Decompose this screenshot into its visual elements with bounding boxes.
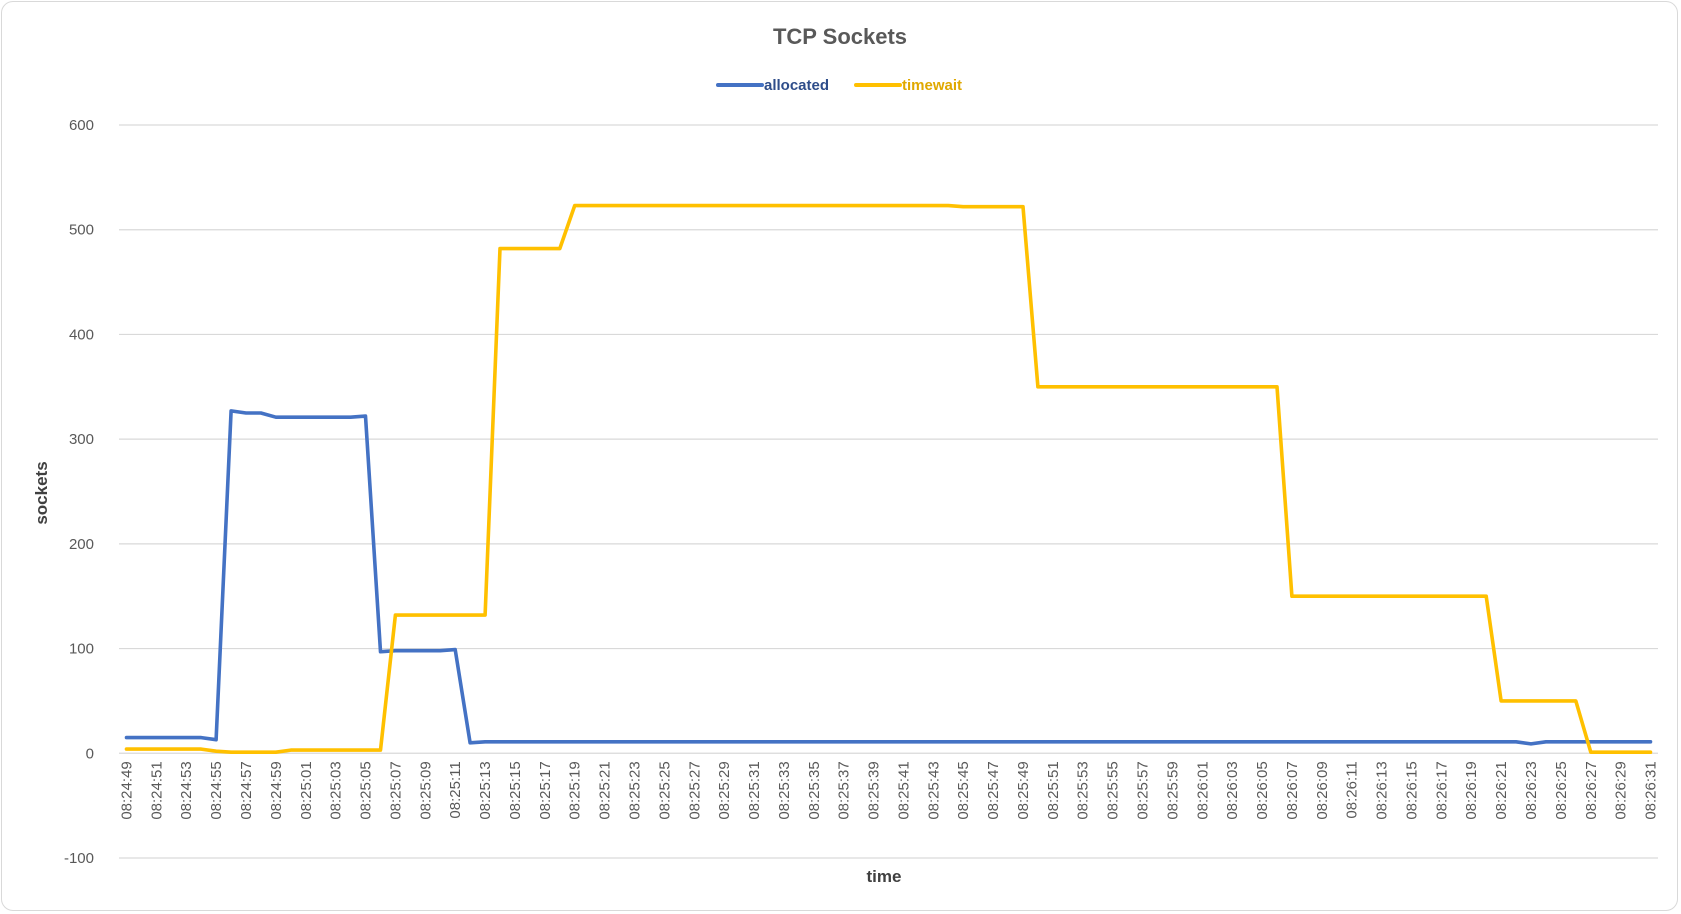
legend-label-timewait: timewait (902, 77, 962, 94)
y-axis-title: sockets (32, 461, 51, 524)
x-tick-label: 08:25:33 (776, 761, 793, 819)
y-axis-ticks: -100 0 100 200 300 400 500 600 (64, 117, 94, 867)
x-tick-label: 08:25:53 (1075, 761, 1092, 819)
y-tick-label: 200 (69, 536, 94, 553)
x-tick-label: 08:25:07 (387, 761, 404, 819)
x-tick-label: 08:25:57 (1135, 761, 1152, 819)
x-tick-label: 08:25:05 (358, 761, 375, 819)
x-tick-label: 08:26:17 (1433, 761, 1450, 819)
x-axis-title: time (867, 867, 902, 886)
x-tick-label: 08:25:35 (806, 761, 823, 819)
x-tick-label: 08:25:03 (328, 761, 345, 819)
x-axis-ticks: 08:24:49 08:24:51 08:24:53 08:24:55 08:24:57… (118, 761, 1659, 819)
legend: allocated timewait (716, 77, 962, 94)
x-tick-label: 08:26:23 (1523, 761, 1540, 819)
x-tick-label: 08:26:25 (1553, 761, 1570, 819)
chart-title: TCP Sockets (773, 24, 907, 49)
x-tick-label: 08:25:37 (836, 761, 853, 819)
x-tick-label: 08:25:47 (985, 761, 1002, 819)
x-tick-label: 08:25:29 (716, 761, 733, 819)
x-tick-label: 08:26:05 (1254, 761, 1271, 819)
x-tick-label: 08:25:27 (686, 761, 703, 819)
x-tick-label: 08:25:17 (537, 761, 554, 819)
x-tick-label: 08:26:07 (1284, 761, 1301, 819)
series-line-allocated (124, 409, 1653, 746)
x-tick-label: 08:24:49 (118, 761, 135, 819)
y-tick-label: 600 (69, 117, 94, 134)
x-tick-label: 08:25:55 (1105, 761, 1122, 819)
x-tick-label: 08:25:13 (477, 761, 494, 819)
x-tick-label: 08:25:51 (1045, 761, 1062, 819)
x-tick-label: 08:25:45 (955, 761, 972, 819)
y-tick-label: -100 (64, 850, 94, 867)
x-tick-label: 08:26:21 (1493, 761, 1510, 819)
x-tick-label: 08:26:13 (1374, 761, 1391, 819)
x-tick-label: 08:25:19 (567, 761, 584, 819)
x-tick-label: 08:24:59 (268, 761, 285, 819)
series-lines (124, 203, 1653, 755)
x-tick-label: 08:26:31 (1643, 761, 1660, 819)
y-tick-label: 100 (69, 641, 94, 658)
x-tick-label: 08:26:01 (1194, 761, 1211, 819)
legend-label-allocated: allocated (764, 77, 829, 94)
x-tick-label: 08:26:29 (1613, 761, 1630, 819)
x-tick-label: 08:24:51 (148, 761, 165, 819)
x-tick-label: 08:26:09 (1314, 761, 1331, 819)
x-tick-label: 08:25:15 (507, 761, 524, 819)
x-tick-label: 08:24:55 (208, 761, 225, 819)
x-tick-label: 08:25:25 (656, 761, 673, 819)
y-tick-label: 400 (69, 326, 94, 343)
x-tick-label: 08:26:15 (1403, 761, 1420, 819)
x-tick-label: 08:24:53 (178, 761, 195, 819)
x-tick-label: 08:25:41 (895, 761, 912, 819)
x-tick-label: 08:25:43 (925, 761, 942, 819)
x-tick-label: 08:26:11 (1344, 761, 1361, 818)
x-tick-label: 08:26:03 (1224, 761, 1241, 819)
x-tick-label: 08:25:39 (866, 761, 883, 819)
x-tick-label: 08:25:01 (298, 761, 315, 819)
x-tick-label: 08:25:23 (626, 761, 643, 819)
series-line-timewait (124, 203, 1653, 755)
x-tick-label: 08:25:21 (597, 761, 614, 819)
x-tick-label: 08:25:49 (1015, 761, 1032, 819)
x-tick-label: 08:25:11 (447, 761, 464, 818)
y-tick-label: 500 (69, 222, 94, 239)
x-tick-label: 08:25:31 (746, 761, 763, 819)
x-tick-label: 08:25:09 (417, 761, 434, 819)
x-tick-label: 08:26:27 (1583, 761, 1600, 819)
y-tick-label: 300 (69, 431, 94, 448)
x-tick-label: 08:26:19 (1463, 761, 1480, 819)
x-tick-label: 08:24:57 (238, 761, 255, 819)
x-tick-label: 08:25:59 (1164, 761, 1181, 819)
gridlines (119, 124, 1658, 859)
y-tick-label: 0 (86, 745, 94, 762)
